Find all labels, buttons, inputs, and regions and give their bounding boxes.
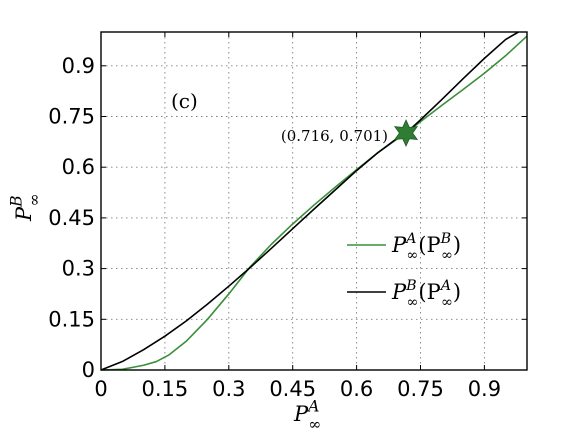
x-tick-label: 0.9	[468, 377, 501, 401]
y-axis-label: PB∞	[6, 193, 43, 222]
y-tick-label: 0.15	[48, 307, 95, 331]
frame-layer	[100, 31, 528, 371]
panel-label: (c)	[171, 89, 198, 113]
plot-frame	[100, 31, 528, 371]
series-line-pb-of-pa	[100, 31, 519, 371]
legend-label-0: PA ∞(PB ∞)	[391, 231, 461, 263]
x-tick-label: 0.15	[142, 377, 189, 401]
y-tick-label: 0.9	[62, 54, 95, 78]
series-layer	[100, 31, 528, 371]
y-tick-label: 0.6	[62, 155, 95, 179]
x-tick-label: 0	[94, 377, 107, 401]
annotation-layer: (0.716, 0.701) (c)	[171, 89, 419, 148]
y-tick-label: 0.75	[48, 105, 95, 129]
legend-label-1: PB ∞(PA ∞)	[391, 278, 461, 310]
intersection-star-marker	[393, 119, 419, 148]
legend: PA ∞(PB ∞) PB ∞(PA ∞)	[347, 231, 461, 311]
y-tick-label: 0.45	[48, 206, 95, 230]
series-line-pa-of-pb	[100, 35, 528, 371]
x-tick-label: 0.3	[212, 377, 245, 401]
grid-layer	[101, 32, 527, 370]
x-axis-label: PA ∞	[293, 396, 321, 433]
x-tick-label: 0.6	[340, 377, 373, 401]
x-tick-label: 0.45	[269, 377, 316, 401]
y-tick-label: 0.3	[62, 257, 95, 281]
y-tick-label: 0	[82, 358, 95, 382]
axis-labels: PA ∞ PB∞	[6, 193, 321, 433]
x-tick-label: 0.75	[397, 377, 444, 401]
intersection-label: (0.716, 0.701)	[281, 127, 388, 145]
tick-layer: 0 0.15 0.3 0.45 0.6 0.75 0.9 0 0.15 0.3 0.45 0.6 0.7…	[48, 32, 527, 401]
